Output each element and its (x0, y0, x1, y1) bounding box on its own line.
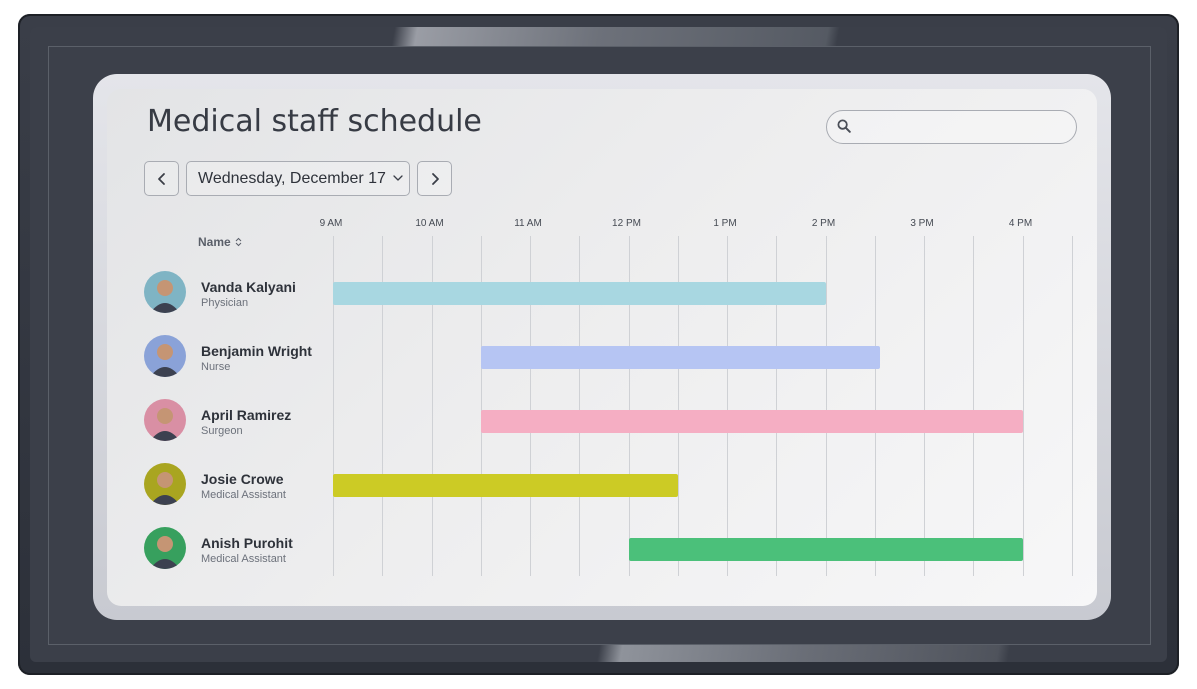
staff-row[interactable]: Benjamin Wright Nurse (144, 335, 314, 379)
date-picker[interactable]: Wednesday, December 17 (186, 161, 410, 196)
grid-line (333, 236, 334, 576)
staff-row[interactable]: Vanda Kalyani Physician (144, 271, 314, 315)
name-column-header[interactable]: Name (198, 235, 242, 249)
grid-line (678, 236, 679, 576)
grid-line (481, 236, 482, 576)
previous-day-button[interactable] (144, 161, 179, 196)
staff-role: Medical Assistant (201, 553, 286, 565)
avatar (144, 399, 186, 441)
staff-name: Anish Purohit (201, 535, 293, 551)
avatar (144, 271, 186, 313)
next-day-button[interactable] (417, 161, 452, 196)
search-input[interactable] (826, 110, 1077, 144)
hour-label: 10 AM (415, 218, 444, 229)
grid-line (629, 236, 630, 576)
staff-row[interactable]: Josie Crowe Medical Assistant (144, 463, 314, 507)
shift-bar[interactable] (481, 346, 880, 369)
grid-line (530, 236, 531, 576)
hour-label: 11 AM (514, 218, 542, 229)
page-title: Medical staff schedule (147, 104, 482, 139)
hour-label: 1 PM (713, 218, 737, 229)
chevron-left-icon (157, 172, 165, 185)
shift-bar[interactable] (629, 538, 1023, 561)
grid-line (776, 236, 777, 576)
staff-name: Benjamin Wright (201, 343, 312, 359)
staff-role: Physician (201, 297, 249, 309)
chevron-down-icon (393, 175, 403, 181)
avatar (144, 335, 186, 377)
grid-line (826, 236, 827, 576)
hour-label: 3 PM (910, 218, 934, 229)
grid-line (924, 236, 925, 576)
grid-line (1072, 236, 1073, 576)
hour-label: 2 PM (811, 218, 836, 229)
staff-row[interactable]: April Ramirez Surgeon (144, 399, 314, 443)
staff-role: Medical Assistant (201, 489, 286, 501)
staff-name: Josie Crowe (201, 471, 284, 487)
grid-line (973, 236, 974, 576)
name-header-label: Name (198, 235, 231, 249)
hour-label: 4 PM (1008, 218, 1033, 229)
search-icon (837, 119, 851, 133)
grid-line (579, 236, 580, 576)
chevron-right-icon (431, 172, 439, 185)
avatar (144, 463, 186, 505)
staff-row[interactable]: Anish Purohit Medical Assistant (144, 527, 314, 571)
grid-line (432, 236, 433, 576)
shift-bar[interactable] (481, 410, 1023, 433)
grid-line (727, 236, 728, 576)
date-label: Wednesday, December 17 (198, 169, 386, 187)
staff-name: April Ramirez (201, 407, 292, 423)
shift-bar[interactable] (333, 474, 678, 497)
sort-icon (235, 237, 242, 247)
avatar (144, 527, 186, 569)
staff-role: Surgeon (201, 425, 243, 437)
grid-line (382, 236, 383, 576)
shift-bar[interactable] (333, 282, 826, 305)
grid-line (1023, 236, 1024, 576)
hour-label: 12 PM (612, 218, 641, 229)
staff-role: Nurse (201, 361, 231, 373)
grid-line (875, 236, 876, 576)
hour-label: 9 AM (319, 218, 343, 229)
staff-name: Vanda Kalyani (201, 279, 296, 295)
